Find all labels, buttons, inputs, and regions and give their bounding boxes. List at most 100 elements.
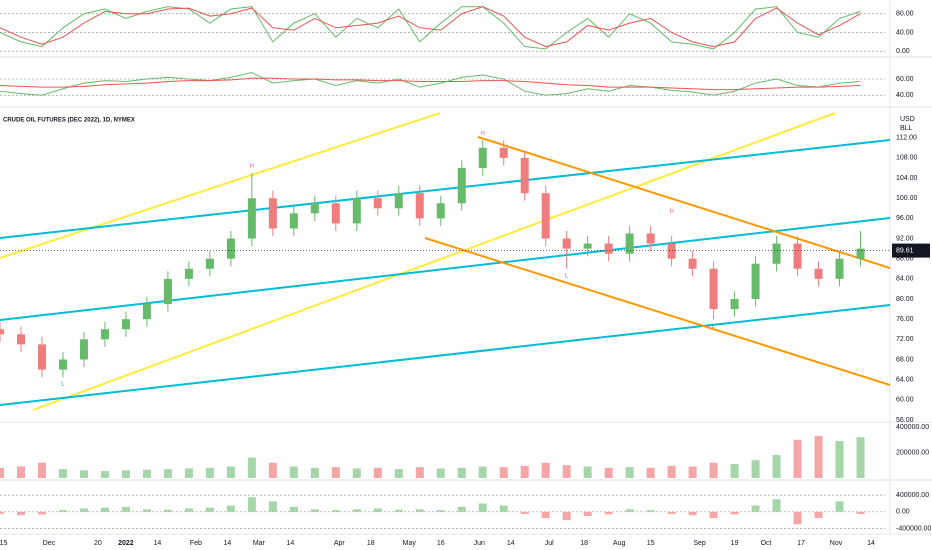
bar	[289, 506, 298, 512]
candle-body	[562, 238, 571, 249]
y-tick-label: 40.00	[896, 29, 914, 36]
line-series	[0, 72, 861, 96]
x-tick-label: 20	[94, 540, 102, 547]
annotation: L	[61, 382, 65, 388]
candle-body	[604, 243, 613, 254]
y-tick-label: 400000.00	[896, 424, 929, 431]
candle-body	[520, 157, 529, 194]
annotation: H	[481, 131, 485, 137]
candle-body	[226, 238, 235, 259]
bar	[814, 435, 823, 478]
bar	[751, 460, 760, 478]
y-tick-label: 68.00	[896, 356, 914, 363]
bar	[667, 465, 676, 478]
bar	[373, 508, 382, 512]
x-tick-label: 16	[437, 540, 445, 547]
bar	[415, 509, 424, 512]
x-tick-label: Feb	[190, 540, 202, 547]
bar	[331, 510, 340, 512]
candle-body	[394, 193, 403, 209]
candle-body	[373, 198, 382, 209]
y-tick-label: 60.00	[896, 397, 914, 404]
line-series	[0, 77, 861, 91]
bar	[688, 511, 697, 516]
candle-body	[499, 147, 508, 158]
x-tick-label: Sep	[693, 540, 706, 547]
candle-body	[310, 203, 319, 214]
bar	[163, 509, 172, 512]
bar	[394, 469, 403, 478]
last-price-label: 89.61	[896, 247, 914, 254]
bar	[457, 506, 466, 512]
annotation: L	[565, 273, 569, 279]
bar	[772, 455, 781, 478]
bar	[205, 467, 214, 478]
y-tick-label: 92.00	[896, 235, 914, 242]
bar	[793, 439, 802, 478]
trendline	[32, 112, 836, 411]
bar	[352, 468, 361, 478]
bar	[100, 507, 109, 512]
bar	[16, 466, 25, 478]
bar	[457, 467, 466, 478]
candle-body	[0, 329, 4, 335]
candle-body	[541, 193, 550, 239]
candle-body	[16, 334, 25, 345]
x-tick-label: Jul	[545, 540, 554, 547]
bar	[268, 501, 277, 512]
bar	[352, 509, 361, 512]
trendline	[0, 217, 891, 321]
bar	[205, 507, 214, 512]
annotation: H	[669, 209, 673, 215]
x-tick-label: Aug	[613, 540, 626, 547]
candle-body	[856, 248, 865, 259]
x-tick-label: Mar	[253, 540, 266, 547]
last-price-tag	[892, 243, 930, 258]
x-tick-label: 14	[223, 540, 231, 547]
x-tick-label: Jun	[474, 540, 485, 547]
bar	[163, 469, 172, 478]
bar	[247, 497, 256, 512]
candle-body	[709, 268, 718, 310]
y-tick-label: 80.00	[896, 11, 914, 18]
candle-body	[331, 203, 340, 224]
bar	[856, 437, 865, 478]
candle-body	[625, 233, 634, 254]
bar	[58, 469, 67, 478]
unit: BLL	[900, 125, 913, 132]
bar	[0, 467, 4, 478]
bar	[184, 468, 193, 478]
y-tick-label: -400000.00	[896, 525, 932, 532]
bar	[604, 511, 613, 515]
bar	[58, 510, 67, 512]
bar	[373, 467, 382, 478]
y-tick-label: 0.00	[896, 48, 910, 55]
bar	[79, 470, 88, 478]
bar	[625, 509, 634, 512]
bar	[100, 470, 109, 478]
bar	[583, 466, 592, 478]
x-tick-label: May	[403, 540, 417, 547]
x-tick-label: 14	[507, 540, 515, 547]
bar	[436, 468, 445, 478]
candle-body	[100, 329, 109, 340]
bar	[478, 466, 487, 478]
x-tick-label: 18	[580, 540, 588, 547]
candle-body	[268, 198, 277, 229]
bar	[772, 499, 781, 512]
bar	[79, 508, 88, 512]
bar	[793, 511, 802, 525]
bar	[478, 503, 487, 512]
bar	[37, 511, 46, 515]
line-series	[0, 6, 861, 48]
candle-body	[415, 193, 424, 219]
bar	[394, 509, 403, 512]
candle-body	[163, 278, 172, 305]
bar	[499, 505, 508, 512]
x-tick-label: Oct	[761, 540, 772, 547]
x-tick-label: 18	[367, 540, 375, 547]
bar	[709, 462, 718, 478]
x-tick-label: Nov	[830, 540, 843, 547]
bar	[226, 505, 235, 512]
